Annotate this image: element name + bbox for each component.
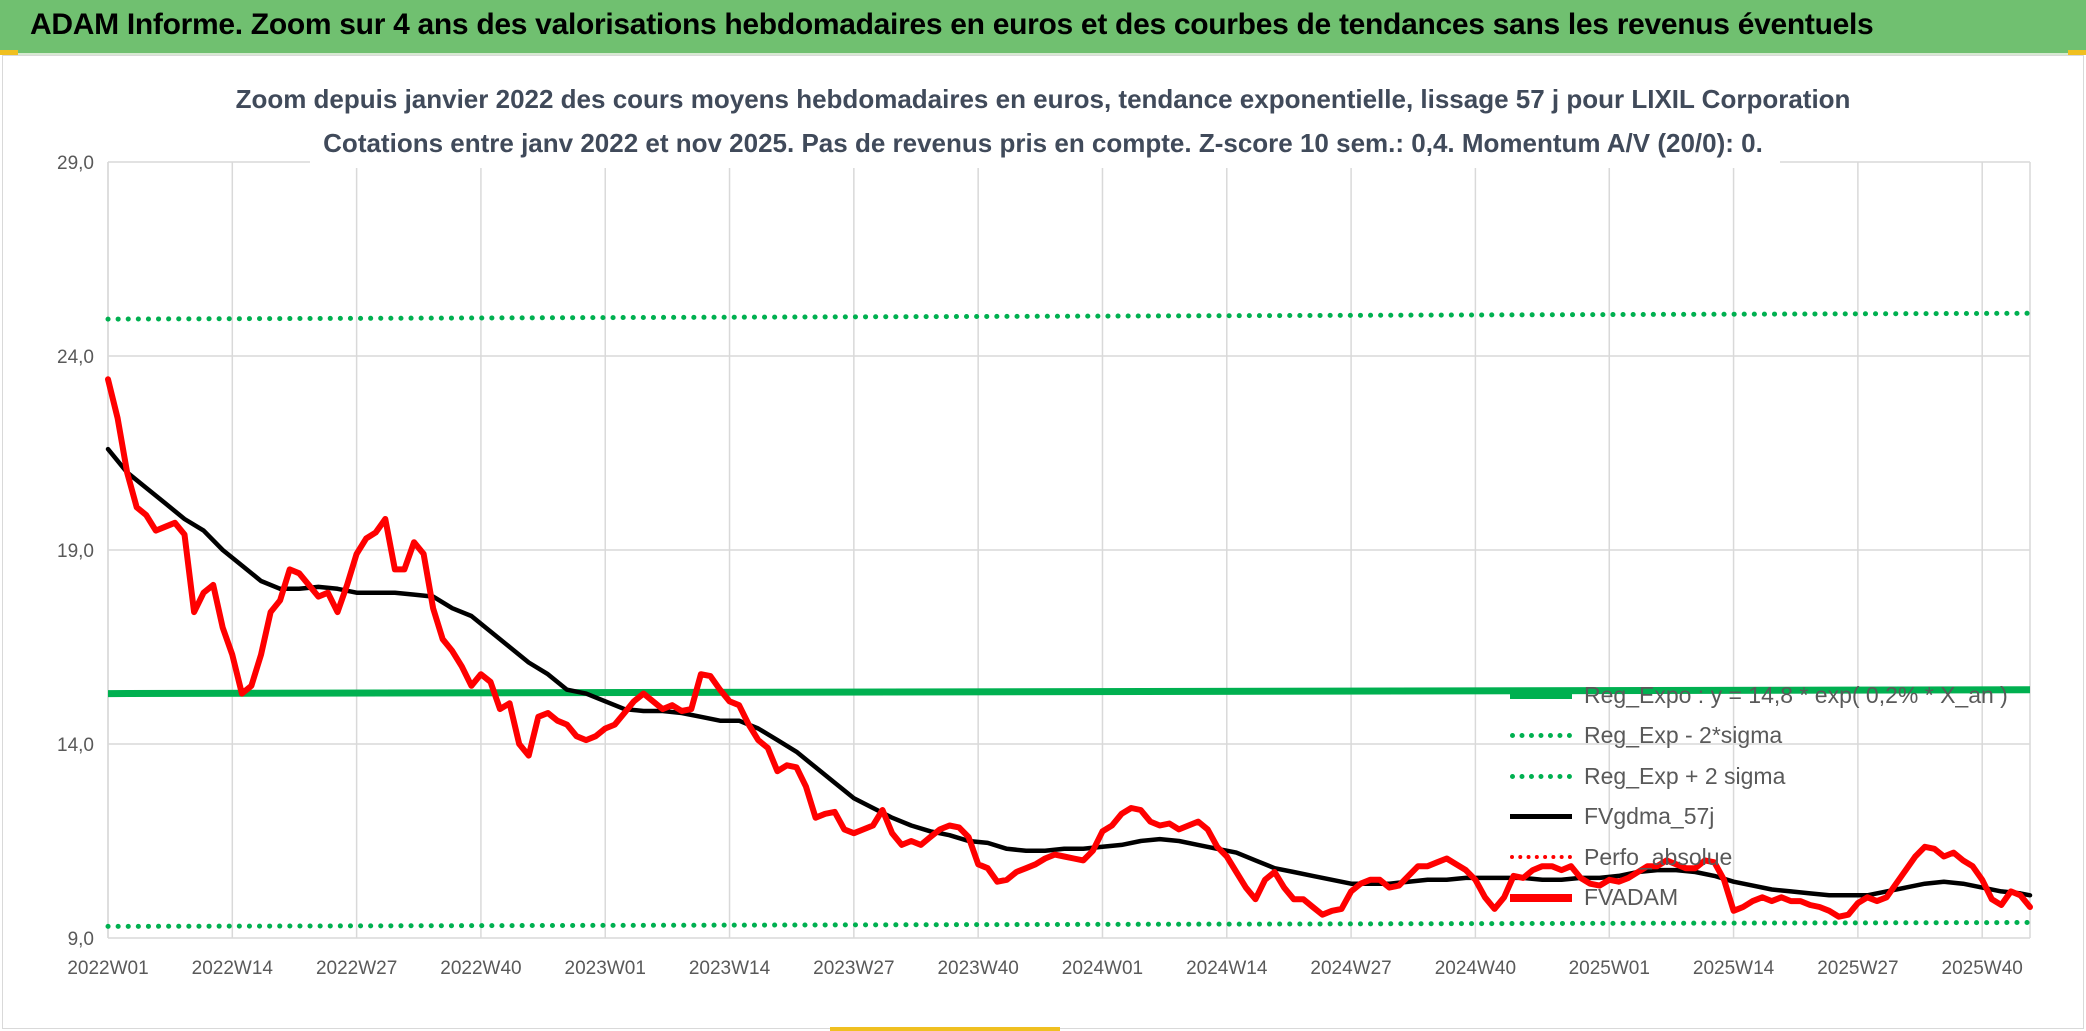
y-tick-label: 24,0 <box>57 347 94 368</box>
legend-swatch-reg-exp-minus <box>1510 733 1572 739</box>
chart-title: Zoom depuis janvier 2022 des cours moyen… <box>235 84 1851 114</box>
y-tick-label: 29,0 <box>57 153 94 174</box>
report-banner: ADAM Informe. Zoom sur 4 ans des valoris… <box>0 0 2086 55</box>
y-tick-label: 19,0 <box>57 541 94 562</box>
x-tick-label: 2025W01 <box>1569 958 1650 979</box>
report-title: ADAM Informe. Zoom sur 4 ans des valoris… <box>30 8 1874 41</box>
x-tick-label: 2022W14 <box>192 958 274 979</box>
legend-item-reg-exp-minus: Reg_Exp - 2*sigma <box>1510 716 2010 757</box>
y-tick-label: 9,0 <box>68 929 94 950</box>
x-tick-label: 2023W14 <box>689 958 771 979</box>
series-line-reg-expo-y-14-8-exp-0-2- <box>107 686 2031 698</box>
series-line-reg-exp-2-sigma <box>105 920 2033 929</box>
x-tick-label: 2024W01 <box>1062 958 1143 979</box>
chart-legend: Reg_Expo : y = 14,8 * exp( 0,2% * X_an )… <box>1510 675 2010 918</box>
series-line-fvadam <box>105 376 2033 920</box>
title-backdrop <box>310 78 1780 168</box>
legend-swatch-fvadam <box>1510 893 1572 902</box>
legend-swatch-reg-exp-plus <box>1510 773 1572 779</box>
x-tick-label: 2023W01 <box>565 958 646 979</box>
legend-item-fvgdma: FVgdma_57j <box>1510 797 2010 838</box>
x-tick-label: 2025W14 <box>1693 958 1775 979</box>
legend-item-reg-expo: Reg_Expo : y = 14,8 * exp( 0,2% * X_an ) <box>1510 675 2010 716</box>
legend-item-fvadam: FVADAM <box>1510 878 2010 919</box>
legend-item-perfo-absolue: Perfo_absolue <box>1510 837 2010 878</box>
x-tick-label: 2023W27 <box>813 958 894 979</box>
x-tick-label: 2023W40 <box>937 958 1018 979</box>
x-tick-label: 2024W27 <box>1310 958 1391 979</box>
bottom-accent-bar <box>830 1027 1060 1031</box>
y-tick-label: 14,0 <box>57 735 94 756</box>
x-tick-label: 2025W27 <box>1817 958 1898 979</box>
chart-subtitle: Cotations entre janv 2022 et nov 2025. P… <box>323 128 1763 158</box>
x-tick-label: 2024W14 <box>1186 958 1268 979</box>
legend-label: Perfo_absolue <box>1584 843 1733 870</box>
x-tick-label: 2024W40 <box>1435 958 1516 979</box>
x-tick-label: 2025W40 <box>1942 958 2023 979</box>
legend-swatch-reg-expo <box>1510 691 1572 699</box>
x-tick-label: 2022W01 <box>67 958 148 979</box>
legend-swatch-perfo-absolue <box>1510 855 1572 860</box>
legend-label: Reg_Expo : y = 14,8 * exp( 0,2% * X_an ) <box>1584 681 2008 708</box>
legend-label: FVADAM <box>1584 884 1679 911</box>
legend-swatch-fvgdma <box>1510 814 1572 820</box>
legend-label: Reg_Exp - 2*sigma <box>1584 722 1783 749</box>
legend-label: Reg_Exp + 2 sigma <box>1584 762 1786 789</box>
x-tick-label: 2022W27 <box>316 958 397 979</box>
legend-label: FVgdma_57j <box>1584 803 1715 830</box>
x-tick-label: 2022W40 <box>440 958 521 979</box>
banner-accent-left <box>0 50 18 55</box>
series-line-reg-exp-2-sigma <box>105 310 2033 322</box>
legend-item-reg-exp-plus: Reg_Exp + 2 sigma <box>1510 756 2010 797</box>
banner-accent-right <box>2068 50 2086 55</box>
